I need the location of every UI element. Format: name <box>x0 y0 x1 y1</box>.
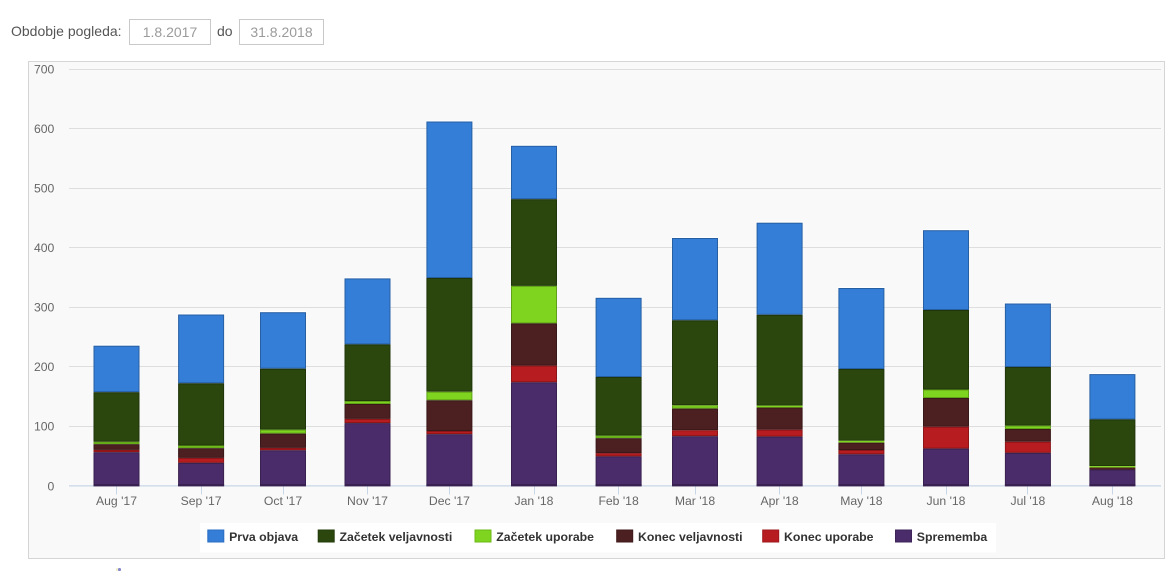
svg-text:200: 200 <box>34 360 55 374</box>
svg-text:Mar '18: Mar '18 <box>675 494 715 508</box>
svg-text:500: 500 <box>34 181 55 195</box>
svg-text:400: 400 <box>34 241 55 255</box>
svg-text:700: 700 <box>34 62 55 76</box>
svg-text:Aug '17: Aug '17 <box>96 494 137 508</box>
svg-text:Jun '18: Jun '18 <box>927 494 966 508</box>
svg-text:Konec veljavnosti: Konec veljavnosti <box>638 530 743 544</box>
svg-text:600: 600 <box>34 122 55 136</box>
svg-text:Aug '18: Aug '18 <box>1092 494 1133 508</box>
svg-text:Sprememba: Sprememba <box>917 530 988 544</box>
svg-text:Jul '18: Jul '18 <box>1010 494 1045 508</box>
svg-text:Sep '17: Sep '17 <box>181 494 222 508</box>
svg-text:Prva objava: Prva objava <box>229 530 298 544</box>
svg-text:May '18: May '18 <box>840 494 883 508</box>
svg-text:Jan '18: Jan '18 <box>515 494 554 508</box>
svg-text:100: 100 <box>34 420 55 434</box>
svg-text:Začetek veljavnosti: Začetek veljavnosti <box>340 530 453 544</box>
svg-text:Začetek uporabe: Začetek uporabe <box>496 530 594 544</box>
svg-text:0: 0 <box>48 479 55 493</box>
svg-text:Nov '17: Nov '17 <box>347 494 388 508</box>
svg-text:Konec uporabe: Konec uporabe <box>784 530 874 544</box>
svg-text:300: 300 <box>34 301 55 315</box>
svg-text:Feb '18: Feb '18 <box>598 494 638 508</box>
svg-text:Apr '18: Apr '18 <box>760 494 798 508</box>
svg-text:Oct '17: Oct '17 <box>264 494 302 508</box>
svg-text:Dec '17: Dec '17 <box>429 494 470 508</box>
